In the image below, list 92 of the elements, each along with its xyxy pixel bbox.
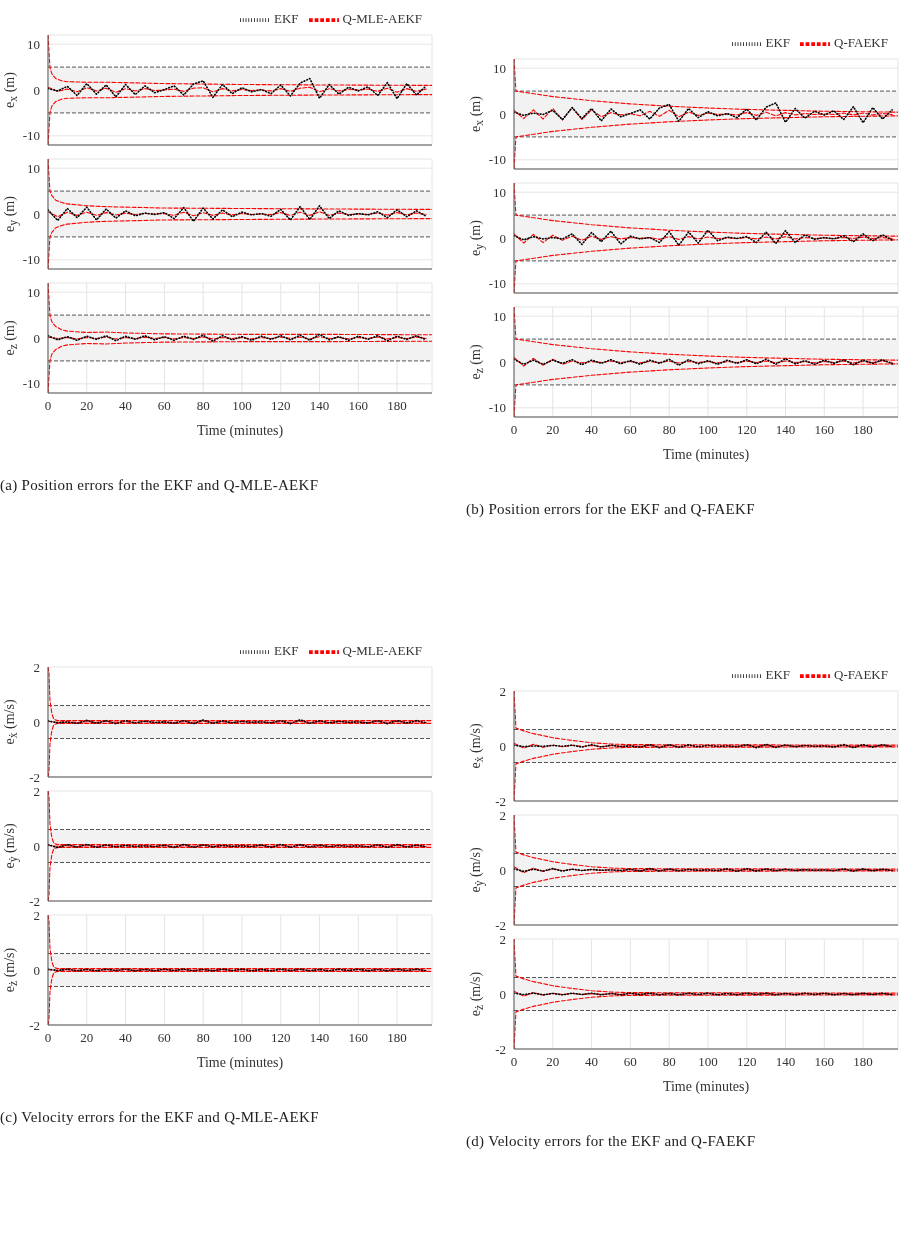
x-tick-label: 140: [309, 1030, 330, 1046]
y-tick-label: 10: [493, 60, 506, 76]
x-tick-label: 60: [157, 398, 171, 414]
y-tick-label: -2: [29, 1017, 40, 1033]
y-tick-label: 10: [27, 160, 40, 176]
x-tick-label: 80: [196, 398, 210, 414]
x-axis-title: Time (minutes): [662, 1079, 750, 1095]
y-tick-label: 0: [33, 206, 40, 222]
x-tick-label: 80: [196, 1030, 210, 1046]
y-tick-label: -2: [495, 793, 506, 809]
x-tick-label: 140: [775, 1054, 796, 1070]
legend-label: Q-FAEKF: [834, 34, 888, 50]
x-tick-label: 60: [623, 1054, 637, 1070]
x-tick-label: 40: [119, 398, 133, 414]
x-tick-label: 0: [510, 422, 518, 438]
y-tick-label: -2: [495, 917, 506, 933]
y-tick-label: 2: [33, 907, 40, 923]
y-tick-label: 0: [33, 962, 40, 978]
y-tick-label: -10: [488, 400, 506, 416]
x-tick-label: 160: [814, 422, 835, 438]
y-tick-label: 0: [33, 82, 40, 98]
y-tick-label: 0: [33, 330, 40, 346]
text: (d) Velocity errors for the EKF and Q-FAEKF: [466, 1132, 757, 1151]
y-tick-label: 2: [499, 683, 506, 699]
x-axis-title: Time (minutes): [196, 423, 284, 439]
text: (a) Position errors for the EKF and Q-MLE-AEKF: [0, 476, 320, 495]
y-tick-label: 10: [493, 308, 506, 324]
x-tick-label: 140: [309, 398, 330, 414]
x-tick-label: 100: [698, 422, 718, 438]
x-tick-label: 40: [585, 1054, 599, 1070]
y-tick-label: 0: [499, 862, 506, 878]
y-tick-label: 2: [499, 931, 506, 947]
x-tick-label: 180: [387, 1030, 407, 1046]
x-tick-label: 120: [736, 422, 757, 438]
x-tick-label: 180: [853, 422, 873, 438]
x-axis-title: Time (minutes): [662, 447, 750, 463]
x-tick-label: 100: [232, 398, 252, 414]
y-tick-label: 0: [499, 106, 506, 122]
x-tick-label: 60: [157, 1030, 171, 1046]
x-tick-label: 100: [698, 1054, 718, 1070]
y-tick-label: -2: [29, 769, 40, 785]
text: (c) Velocity errors for the EKF and Q-MLE-AEKF: [0, 1108, 320, 1127]
y-tick-label: 0: [33, 838, 40, 854]
x-tick-label: 120: [270, 1030, 291, 1046]
x-tick-label: 180: [853, 1054, 873, 1070]
y-tick-label: 0: [499, 738, 506, 754]
x-axis-title: Time (minutes): [196, 1055, 284, 1071]
y-tick-label: 2: [499, 807, 506, 823]
x-tick-label: 160: [348, 1030, 369, 1046]
x-tick-label: 140: [775, 422, 796, 438]
y-tick-label: 0: [499, 354, 506, 370]
y-tick-label: 0: [499, 230, 506, 246]
x-tick-label: 120: [736, 1054, 757, 1070]
x-tick-label: 20: [546, 422, 560, 438]
y-tick-label: -2: [29, 893, 40, 909]
y-tick-label: -10: [22, 252, 40, 268]
x-tick-label: 160: [348, 398, 369, 414]
y-tick-label: 2: [33, 783, 40, 799]
legend-label: EKF: [274, 10, 299, 26]
y-tick-label: 10: [27, 36, 40, 52]
x-tick-label: 0: [510, 1054, 518, 1070]
legend-label: EKF: [765, 666, 791, 682]
x-tick-label: 80: [662, 1054, 676, 1070]
y-tick-label: -10: [488, 276, 506, 292]
x-tick-label: 100: [232, 1030, 252, 1046]
legend-label: EKF: [274, 642, 299, 658]
x-tick-label: 120: [270, 398, 291, 414]
text: (b) Position errors for the EKF and Q-FAEKF: [466, 500, 756, 519]
x-tick-label: 0: [44, 1030, 52, 1046]
y-tick-label: 10: [27, 284, 40, 300]
x-tick-label: 20: [546, 1054, 560, 1070]
x-tick-label: 40: [585, 422, 599, 438]
legend-label: Q-MLE-AEKF: [342, 10, 422, 26]
x-tick-label: 0: [44, 398, 52, 414]
y-tick-label: 0: [33, 714, 40, 730]
y-tick-label: -10: [22, 376, 40, 392]
y-tick-label: 0: [499, 986, 506, 1002]
y-tick-label: -10: [488, 152, 506, 168]
x-tick-label: 20: [80, 1030, 94, 1046]
x-tick-label: 80: [662, 422, 676, 438]
x-tick-label: 40: [119, 1030, 133, 1046]
x-tick-label: 20: [80, 398, 94, 414]
legend-label: EKF: [765, 34, 791, 50]
y-tick-label: -10: [22, 128, 40, 144]
x-tick-label: 60: [623, 422, 637, 438]
y-tick-label: 10: [493, 184, 506, 200]
y-tick-label: -2: [495, 1041, 506, 1057]
y-tick-label: 2: [33, 659, 40, 675]
legend-label: Q-FAEKF: [834, 666, 888, 682]
legend-label: Q-MLE-AEKF: [342, 642, 422, 658]
x-tick-label: 180: [387, 398, 407, 414]
x-tick-label: 160: [814, 1054, 835, 1070]
